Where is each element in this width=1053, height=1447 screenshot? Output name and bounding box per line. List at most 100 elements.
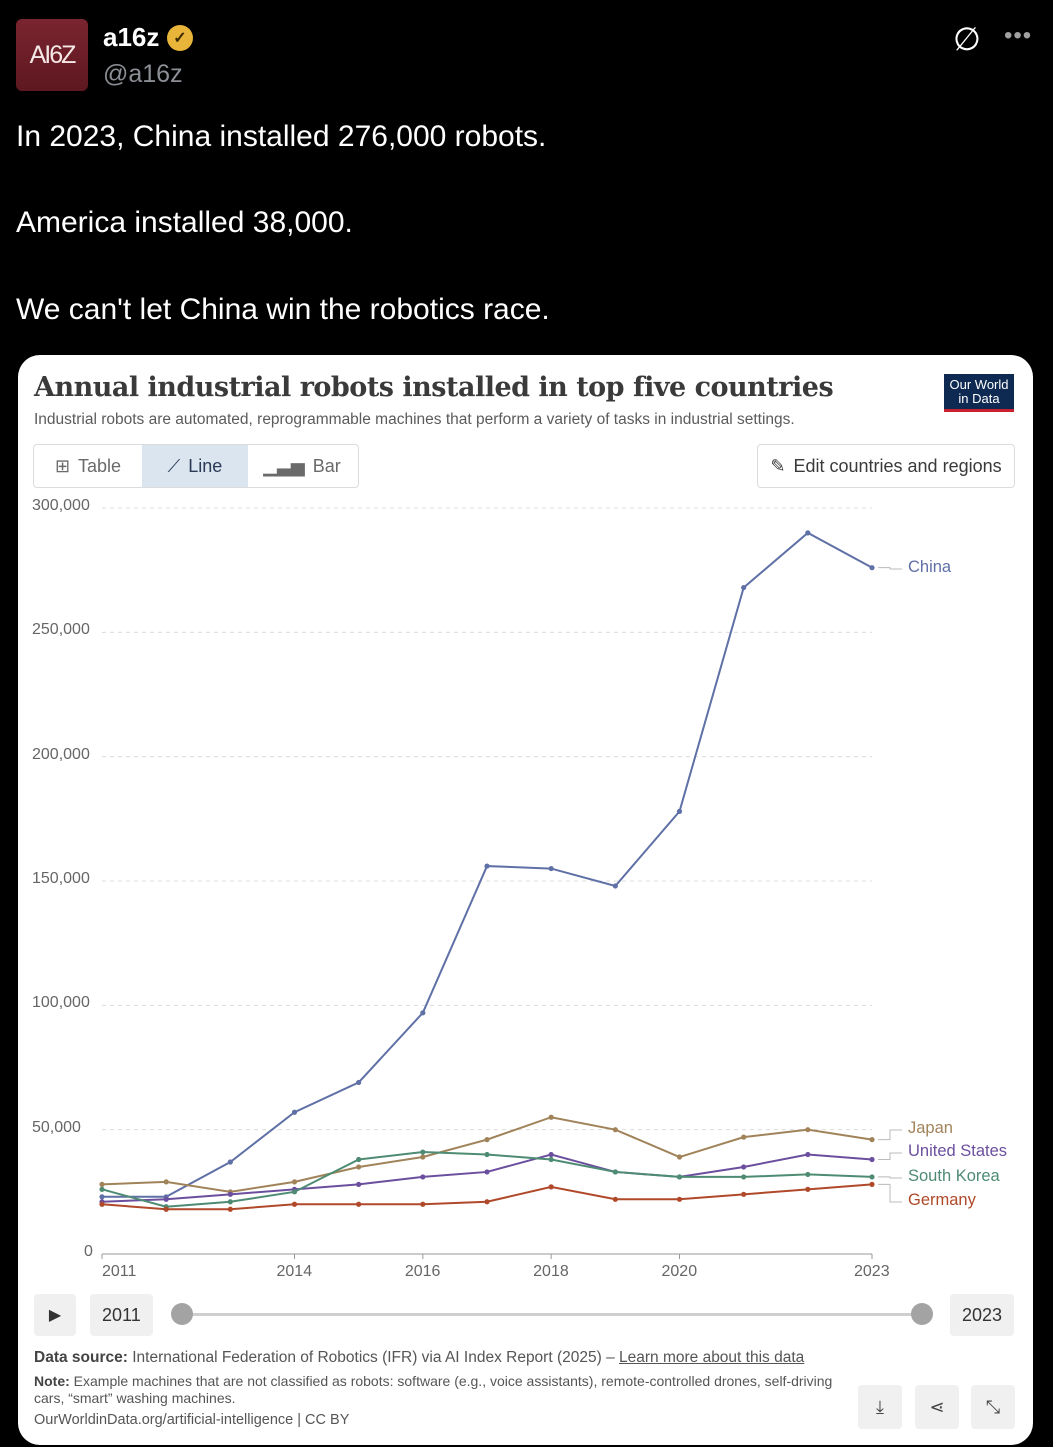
data-point xyxy=(291,1179,298,1185)
verified-badge-icon: ✓ xyxy=(167,25,193,51)
x-tick-label: 2023 xyxy=(854,1263,890,1280)
data-point xyxy=(291,1201,298,1207)
data-point xyxy=(869,1174,875,1180)
data-point xyxy=(291,1109,298,1115)
more-options-icon[interactable]: ••• xyxy=(1004,22,1033,49)
data-point xyxy=(741,1174,747,1180)
y-tick-label: 300,000 xyxy=(32,497,90,514)
data-point xyxy=(484,1151,490,1158)
data-point xyxy=(869,565,875,571)
data-point xyxy=(676,1174,683,1180)
data-point xyxy=(548,1156,554,1163)
series-line-south-korea xyxy=(101,1151,873,1208)
series-label: United States xyxy=(908,1142,1008,1160)
data-point xyxy=(227,1206,233,1212)
y-tick-label: 150,000 xyxy=(32,870,90,887)
table-icon: ⊞ xyxy=(54,455,71,476)
edit-countries-button[interactable]: ✎ Edit countries and regions xyxy=(757,444,1015,488)
display-name[interactable]: a16z xyxy=(103,22,160,52)
pencil-icon: ✎ xyxy=(770,455,786,476)
tweet-text-line: In 2023, China installed 276,000 robots. xyxy=(16,120,547,153)
data-point xyxy=(356,1181,362,1187)
data-point xyxy=(99,1186,105,1192)
avatar[interactable]: AI6Z xyxy=(16,19,88,91)
data-point xyxy=(676,808,683,814)
share-icon[interactable]: ⋖ xyxy=(915,1385,959,1429)
data-point xyxy=(741,1164,747,1170)
label-connector xyxy=(878,1152,902,1161)
data-point xyxy=(805,1127,811,1133)
data-point xyxy=(356,1164,362,1170)
series-label: China xyxy=(908,558,952,576)
data-point xyxy=(741,584,747,591)
data-point xyxy=(163,1179,169,1185)
series-label: Germany xyxy=(908,1191,976,1209)
data-point xyxy=(612,883,618,889)
series-label: Japan xyxy=(908,1119,953,1137)
tab-line[interactable]: ⟋ Line xyxy=(142,445,248,487)
timeline-slider-track[interactable] xyxy=(182,1313,922,1316)
owid-logo: Our World in Data xyxy=(944,374,1014,412)
timeline-start-year[interactable]: 2011 xyxy=(90,1294,153,1336)
data-point xyxy=(612,1127,618,1133)
data-point xyxy=(291,1189,298,1195)
label-connector xyxy=(878,1129,902,1141)
data-point xyxy=(484,1199,490,1205)
data-point xyxy=(163,1206,169,1212)
label-connector xyxy=(878,1176,902,1179)
data-source: Data source: International Federation of… xyxy=(34,1349,805,1366)
tweet-text-line: We can't let China win the robotics race… xyxy=(16,293,550,326)
data-point xyxy=(484,1137,490,1143)
user-handle[interactable]: @a16z xyxy=(103,60,183,88)
timeline-end-handle[interactable] xyxy=(911,1303,933,1325)
x-tick-label: 2011 xyxy=(102,1263,137,1280)
data-point xyxy=(99,1201,105,1207)
series-label: South Korea xyxy=(908,1167,1000,1185)
download-icon[interactable]: ⤓ xyxy=(858,1385,902,1429)
data-point xyxy=(163,1196,169,1202)
chart-view-tabs: ⊞ Table ⟋ Line ▁▃▅ Bar xyxy=(33,444,359,488)
tab-bar[interactable]: ▁▃▅ Bar xyxy=(263,455,341,476)
exit-fullscreen-icon[interactable]: ⤡ xyxy=(971,1385,1015,1429)
data-point xyxy=(805,530,811,536)
data-point xyxy=(356,1079,362,1086)
data-point xyxy=(676,1196,683,1202)
y-tick-label: 0 xyxy=(84,1243,93,1260)
y-tick-label: 50,000 xyxy=(32,1118,81,1136)
data-point xyxy=(484,1169,490,1175)
play-button[interactable]: ▶ xyxy=(34,1294,76,1336)
x-tick-label: 2020 xyxy=(661,1263,698,1280)
data-point xyxy=(227,1191,233,1197)
chart-subtitle: Industrial robots are automated, reprogr… xyxy=(34,411,795,428)
data-point xyxy=(548,1114,554,1120)
data-point xyxy=(356,1201,362,1207)
data-point xyxy=(548,865,554,872)
chart-note: Note: Example machines that are not clas… xyxy=(34,1373,833,1406)
chart-card[interactable] xyxy=(18,355,1033,1445)
data-point xyxy=(676,1154,683,1160)
data-point xyxy=(356,1156,362,1163)
data-point xyxy=(548,1151,554,1158)
y-tick-label: 100,000 xyxy=(32,994,90,1012)
data-point xyxy=(869,1137,875,1143)
grok-icon[interactable]: ∅ xyxy=(953,21,981,57)
data-point xyxy=(227,1159,233,1165)
tweet-text-line: America installed 38,000. xyxy=(16,206,353,239)
data-point xyxy=(420,1010,426,1016)
timeline-end-year[interactable]: 2023 xyxy=(950,1294,1015,1336)
data-point xyxy=(484,863,490,869)
data-point xyxy=(805,1151,811,1158)
data-point xyxy=(612,1196,618,1202)
line-chart-icon: ⟋ xyxy=(167,455,181,476)
label-connector xyxy=(878,1183,902,1203)
label-connector xyxy=(878,567,902,570)
chart-url[interactable]: OurWorldinData.org/artificial-intelligen… xyxy=(34,1412,350,1428)
data-point xyxy=(805,1186,811,1192)
bar-chart-icon: ▁▃▅ xyxy=(263,455,305,476)
data-point xyxy=(869,1181,875,1187)
learn-more-link[interactable]: Learn more about this data xyxy=(619,1349,805,1366)
timeline-start-handle[interactable] xyxy=(171,1303,193,1325)
tab-table[interactable]: ⊞ Table xyxy=(54,455,122,476)
x-tick-label: 2014 xyxy=(276,1263,313,1280)
